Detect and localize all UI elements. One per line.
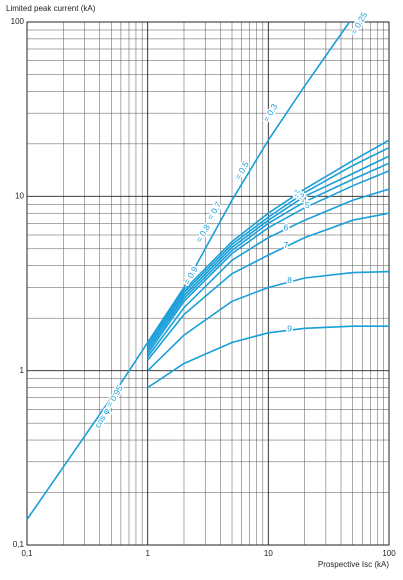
curve-label: 8 — [287, 275, 292, 285]
x-tick-label: 0,1 — [21, 549, 33, 558]
curve-label: 5 — [305, 200, 310, 210]
annotation: = 0.25 — [349, 10, 370, 36]
y-axis-title: Limited peak current (kA) — [6, 4, 96, 13]
series-line — [147, 325, 389, 389]
series-line — [147, 270, 390, 372]
x-tick-label: 100 — [382, 549, 396, 558]
annotation: = 0.7 — [205, 200, 223, 222]
x-tick-label: 10 — [264, 549, 273, 558]
plot-frame — [26, 21, 390, 546]
series-line — [147, 188, 390, 358]
series-line — [147, 212, 390, 361]
series-line — [147, 162, 390, 352]
curve-label: 4 — [302, 195, 307, 205]
curve-label: 7 — [284, 240, 289, 250]
series-line — [147, 155, 390, 349]
curve-label: 1 — [294, 188, 299, 198]
series-line — [147, 170, 390, 355]
curve-label: 2 — [297, 190, 302, 200]
y-tick-label: 10 — [15, 191, 24, 200]
x-tick-label: 1 — [145, 549, 150, 558]
y-tick-label: 100 — [11, 17, 25, 26]
curve-label: 3 — [300, 191, 305, 201]
y-tick-label: 1 — [20, 366, 25, 375]
curve-label: 9 — [287, 323, 292, 333]
annotation: = 0.3 — [261, 102, 279, 124]
series-line — [26, 21, 351, 520]
series-line — [147, 146, 390, 346]
annotation: = 0.5 — [233, 159, 251, 181]
series-line — [147, 139, 390, 343]
curve-label: 6 — [284, 222, 289, 232]
y-tick-label: 0,1 — [13, 540, 25, 549]
annotation: cos φ = 0.95 — [92, 383, 124, 429]
x-axis-title: Prospective Isc (kA) — [318, 560, 389, 569]
